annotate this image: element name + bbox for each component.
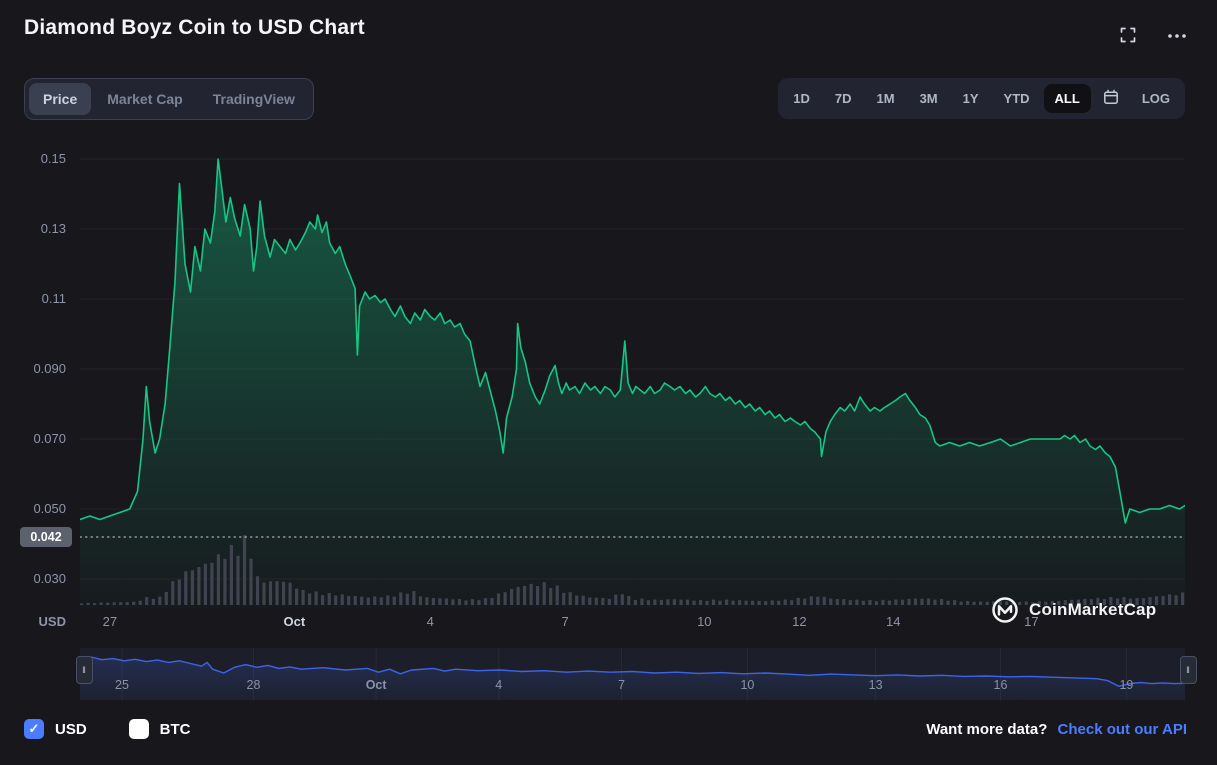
watermark-text: CoinMarketCap [1029,600,1157,619]
range-1d[interactable]: 1D [782,84,821,113]
chart-type-tabs: Price Market Cap TradingView [24,78,314,120]
range-7d[interactable]: 7D [824,84,863,113]
x-axis-label: 4 [426,614,434,629]
x-axis-label: 14 [886,614,901,629]
tab-tradingview[interactable]: TradingView [199,83,309,115]
fullscreen-button[interactable] [1119,26,1137,47]
range-all[interactable]: ALL [1043,84,1091,113]
usd-checkbox[interactable]: ✓ [24,719,44,739]
coinmarketcap-logo-icon [990,595,1020,625]
x-axis-label: 12 [792,614,807,629]
y-axis-label: 0.070 [33,431,66,446]
y-axis-label: 0.13 [40,221,66,236]
price-chart[interactable] [80,150,1185,610]
btc-checkbox[interactable] [128,719,149,739]
y-axis-label: 0.11 [41,291,66,306]
x-axis-label: 27 [102,614,118,629]
y-axis-label: 0.090 [33,361,66,376]
price-chart-region: USD CoinMarketCap 0.15 0.13 0.11 0.090 0.070… [0,140,1217,629]
x-axis-label: Oct [283,614,306,629]
current-price-badge: 0.042 [20,527,72,547]
navigator-right-handle[interactable]: ‖ [1180,656,1197,684]
navigator-axis-label: 28 [246,678,261,692]
api-link[interactable]: Check out our API [1057,720,1187,738]
y-axis-label: 0.050 [33,501,66,516]
navigator-axis-label: 10 [740,678,755,692]
api-promo-text: Want more data? [926,720,1048,738]
navigator-axis-label: 16 [993,678,1008,692]
calendar-button[interactable] [1094,82,1128,115]
usd-toggle[interactable]: ✓ USD [24,719,87,739]
btc-label: BTC [159,720,191,738]
navigator-axis-label: 25 [115,678,129,692]
range-navigator-region: ‖ ‖ 25 28 Oct 4 7 10 13 16 19 [0,648,1217,704]
navigator-axis-label: Oct [365,678,387,692]
usd-label: USD [55,720,87,738]
page-title: Diamond Boyz Coin to USD Chart [24,16,365,39]
navigator-axis-label: 7 [617,678,625,692]
navigator-axis-label: 19 [1119,678,1134,692]
tab-market-cap[interactable]: Market Cap [93,83,196,115]
navigator-axis-label: 4 [495,678,503,692]
range-navigator[interactable] [80,648,1185,700]
more-options-button[interactable] [1167,29,1187,44]
y-axis-currency-label: USD [38,614,66,629]
btc-toggle[interactable]: BTC [128,719,191,739]
calendar-icon [1103,89,1119,108]
navigator-axis-label: 13 [868,678,883,692]
ellipsis-icon [1167,29,1187,44]
watermark: CoinMarketCap [990,595,1156,625]
y-axis-label: 0.030 [33,571,66,586]
tab-price[interactable]: Price [29,83,92,115]
header-actions [1119,26,1187,47]
fullscreen-icon [1119,26,1137,47]
api-promo: Want more data? Check out our API [926,721,1187,738]
range-1y[interactable]: 1Y [952,84,990,113]
log-scale-button[interactable]: LOG [1131,84,1181,113]
range-3m[interactable]: 3M [909,84,949,113]
navigator-left-handle[interactable]: ‖ [76,656,93,684]
currency-toggles: ✓ USD BTC [24,719,191,739]
range-ytd[interactable]: YTD [993,84,1041,113]
x-axis-label: 7 [561,614,569,629]
footer-bar: ✓ USD BTC Want more data? Check out our … [24,712,1187,746]
x-axis-label: 17 [1024,614,1039,629]
y-axis-label: 0.15 [40,151,66,166]
x-axis-label: 10 [697,614,712,629]
range-1m[interactable]: 1M [866,84,906,113]
time-range-selector: 1D 7D 1M 3M 1Y YTD ALL LOG [778,78,1185,119]
